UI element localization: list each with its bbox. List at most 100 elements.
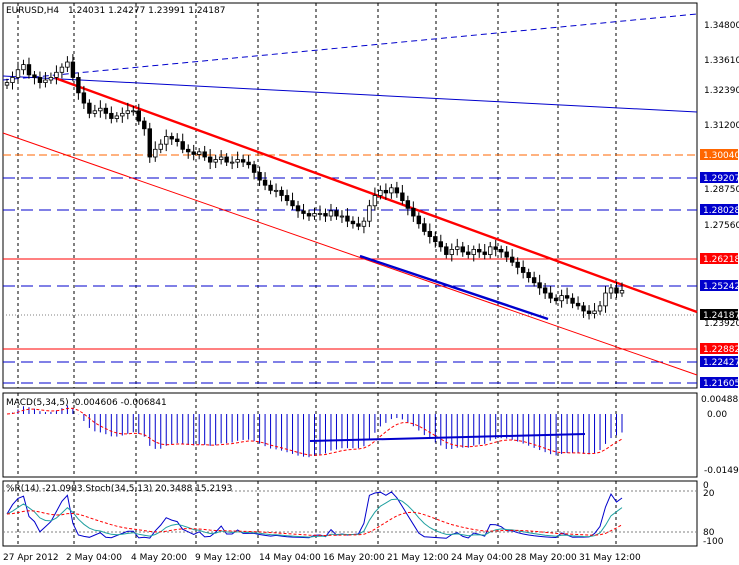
candle-body (295, 205, 301, 212)
osc-header: %R(14) -21.0903 Stoch(34,5,13) 20.3488 1… (6, 484, 232, 494)
candle-body (65, 61, 70, 68)
candle-body (218, 156, 224, 160)
candle-body (229, 161, 235, 164)
candle-body (268, 184, 273, 191)
macd-header: MACD(5,34,5) -0.004606 -0.006841 (6, 398, 167, 408)
candle-body (356, 223, 361, 227)
level-lines (3, 154, 697, 384)
candle-body (570, 297, 575, 304)
candle-body (531, 277, 537, 284)
blue-divergence-line (359, 254, 549, 321)
candle-body (312, 213, 317, 217)
macd-tick: -0.01495 (704, 466, 739, 476)
candle-body (125, 110, 131, 114)
candle-body (54, 71, 59, 78)
candle-body (235, 159, 240, 163)
candle-body (334, 210, 339, 217)
candle-body (608, 287, 614, 294)
candle-body (191, 151, 196, 155)
candle-body (581, 305, 586, 312)
candle-body (520, 266, 526, 273)
candle-body (169, 136, 174, 140)
candle-body (493, 246, 498, 250)
candle-body (114, 115, 120, 119)
candle-body (449, 248, 454, 255)
candle-body (251, 164, 257, 173)
candle-body (257, 171, 262, 181)
price-tick: 1.31200 (704, 121, 739, 131)
price-tag: 1.22427 (703, 358, 739, 368)
candle-body (142, 120, 147, 130)
candle-body (438, 241, 443, 248)
candle-body (553, 297, 559, 302)
upper-dashed-channel (2, 13, 698, 81)
candle-body (273, 189, 279, 192)
candle-body (4, 82, 10, 86)
price-tag: 1.30040 (703, 151, 739, 161)
price-tag: 1.21605 (703, 379, 739, 389)
time-tick: 21 May 12:00 (387, 553, 449, 563)
candle-body (482, 251, 487, 255)
time-tick: 27 Apr 2012 (3, 553, 59, 563)
price-tick: 1.27560 (704, 221, 739, 231)
candle-body (542, 287, 548, 294)
candle-body (224, 156, 229, 163)
macd-axis: 0.004885 0.00 -0.01495 (701, 395, 739, 476)
candle-body (477, 248, 482, 253)
candle-body (109, 112, 114, 119)
candle-body (164, 136, 169, 145)
candle-body (70, 61, 76, 78)
candle-body (59, 66, 65, 73)
candle-body (240, 159, 246, 163)
candle-body (471, 248, 476, 255)
time-tick: 14 May 04:00 (259, 553, 321, 563)
candle-body (131, 110, 136, 113)
osc-axis: 0 20 80 -100 (703, 481, 724, 547)
candle-body (262, 179, 268, 186)
candle-body (98, 107, 103, 112)
candle-body (564, 295, 570, 299)
candle-body (284, 195, 290, 202)
macd-signal-line (6, 407, 623, 456)
candle-body (498, 248, 504, 253)
candle-body (597, 305, 603, 312)
candle-body (37, 77, 43, 83)
candle-body (180, 141, 185, 150)
candle-body (504, 251, 509, 258)
price-tick: 1.34800 (704, 21, 739, 31)
candle-body (614, 287, 619, 294)
candle-body (87, 102, 92, 114)
price-tick: 1.32390 (704, 86, 739, 96)
main-pane[interactable] (2, 2, 698, 389)
candle-body (603, 292, 608, 307)
candle-body (455, 246, 460, 250)
candle-body (427, 231, 433, 237)
price-tick: 1.28750 (704, 185, 739, 195)
candle-body (10, 77, 15, 83)
candlestick-series (4, 54, 625, 320)
candle-body (301, 210, 306, 214)
candle-body (361, 220, 367, 227)
candle-body (81, 92, 87, 104)
candle-body (207, 156, 213, 163)
candle-body (372, 195, 378, 207)
candle-body (526, 272, 531, 279)
time-tick: 2 May 04:00 (66, 553, 122, 563)
candle-body (196, 151, 202, 155)
candle-body (394, 187, 400, 194)
red-thick-trendline (54, 76, 698, 314)
candle-body (416, 215, 422, 225)
candle-body (509, 256, 515, 263)
price-tag: 1.26218 (703, 255, 739, 265)
candle-body (103, 107, 109, 114)
candle-body (345, 215, 350, 222)
candle-body (15, 69, 21, 78)
candle-body (411, 207, 416, 217)
candle-body (339, 215, 345, 218)
candle-body (306, 213, 312, 217)
candle-body (460, 246, 465, 253)
candle-body (400, 192, 405, 202)
candle-body (488, 246, 493, 255)
candle-body (422, 223, 427, 232)
